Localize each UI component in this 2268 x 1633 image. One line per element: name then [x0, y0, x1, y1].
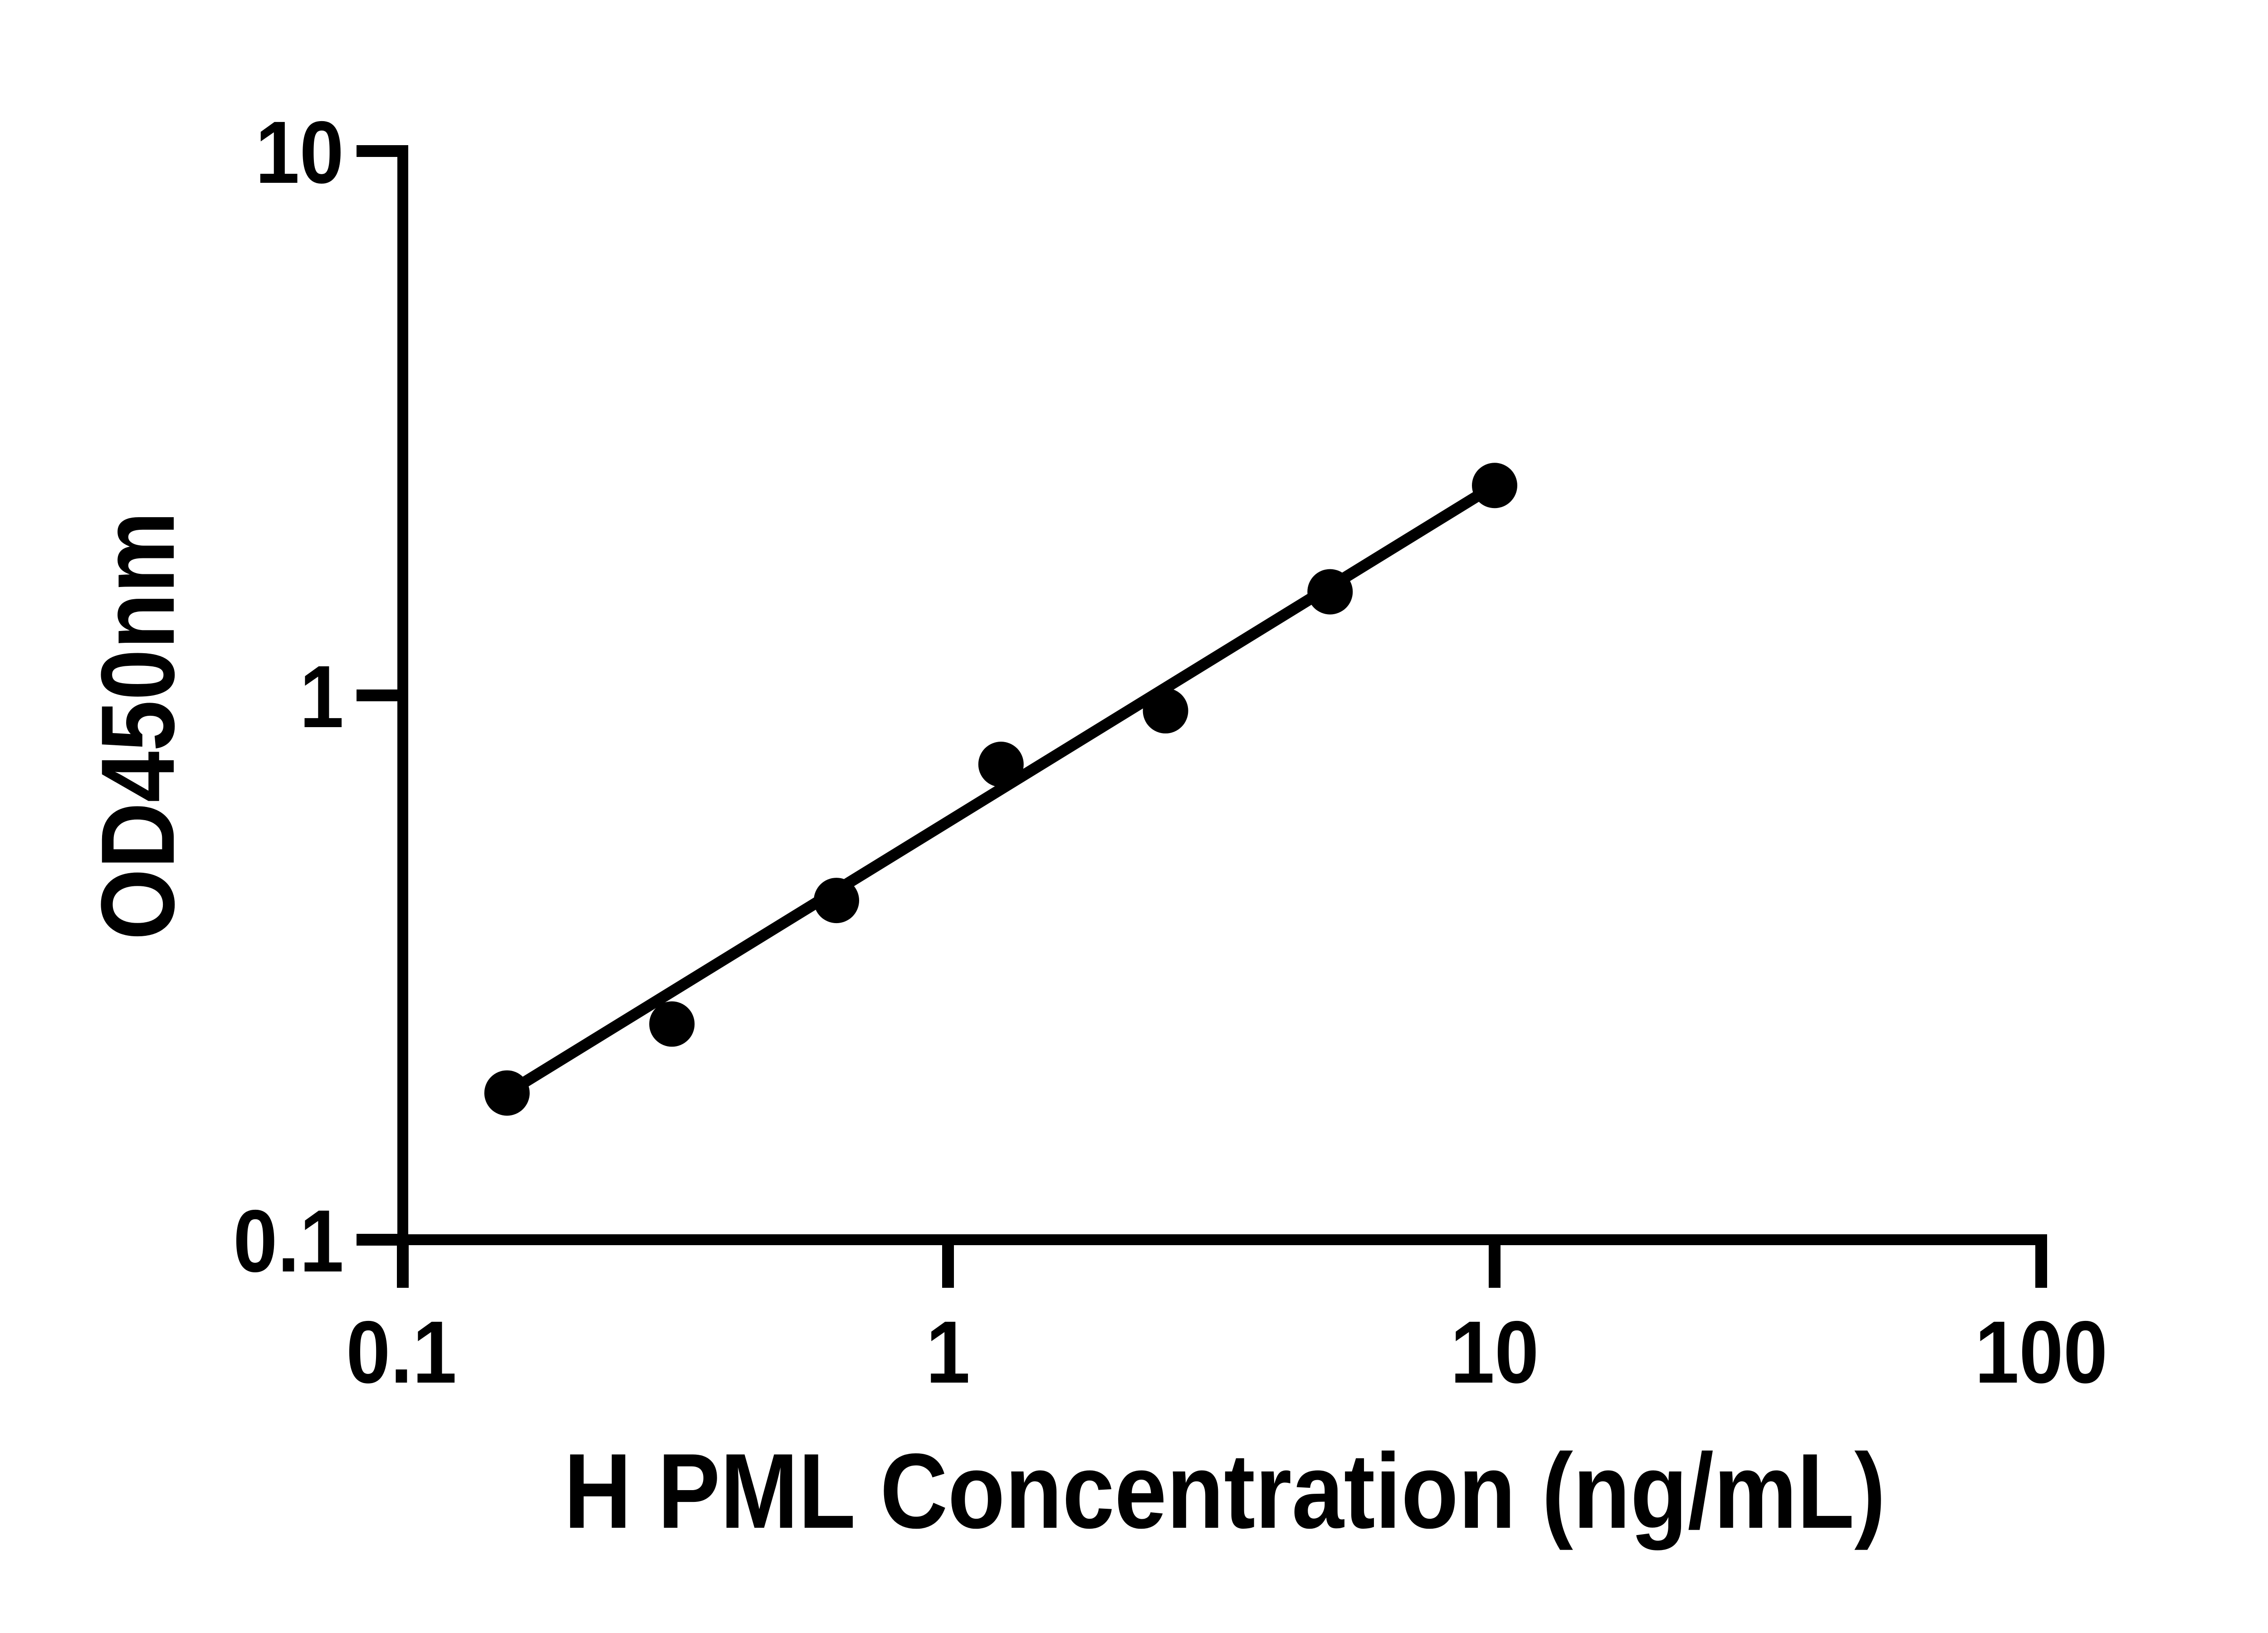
x-tick-10 [1489, 1245, 1501, 1288]
x-axis-title: H PML Concentration (ng/mL) [564, 1432, 1886, 1550]
x-tick-1 [942, 1245, 954, 1288]
data-points [484, 463, 1517, 1116]
data-point-4 [978, 742, 1024, 787]
x-tick-0.1 [397, 1245, 409, 1288]
x-tick-label-10: 10 [1450, 1303, 1539, 1402]
axes [397, 145, 2047, 1245]
data-point-1 [484, 1070, 530, 1116]
x-axis-line [397, 1234, 2047, 1245]
x-tick-label-1: 1 [926, 1303, 970, 1402]
x-tick-100 [2035, 1245, 2047, 1288]
x-axis-tick-labels: 0.1 1 10 100 [346, 1303, 2107, 1402]
data-point-6 [1307, 569, 1353, 615]
data-point-7 [1472, 463, 1517, 508]
y-tick-label-0.1: 0.1 [233, 1192, 344, 1291]
data-series [484, 463, 1517, 1116]
y-axis-tick-labels: 10 1 0.1 [233, 103, 344, 1291]
data-point-3 [814, 878, 860, 924]
y-tick-10 [357, 145, 408, 157]
y-tick-label-1: 1 [299, 647, 344, 746]
data-point-5 [1143, 688, 1188, 733]
y-tick-0.1 [357, 1234, 408, 1246]
y-tick-1 [357, 689, 408, 701]
x-axis-ticks [397, 1245, 2047, 1288]
data-point-2 [649, 1001, 695, 1047]
y-axis-ticks [357, 145, 408, 1246]
x-tick-label-100: 100 [1975, 1303, 2108, 1402]
y-axis-title: OD450nm [79, 512, 196, 940]
y-tick-label-10: 10 [255, 103, 344, 202]
x-tick-label-0.1: 0.1 [346, 1303, 457, 1402]
